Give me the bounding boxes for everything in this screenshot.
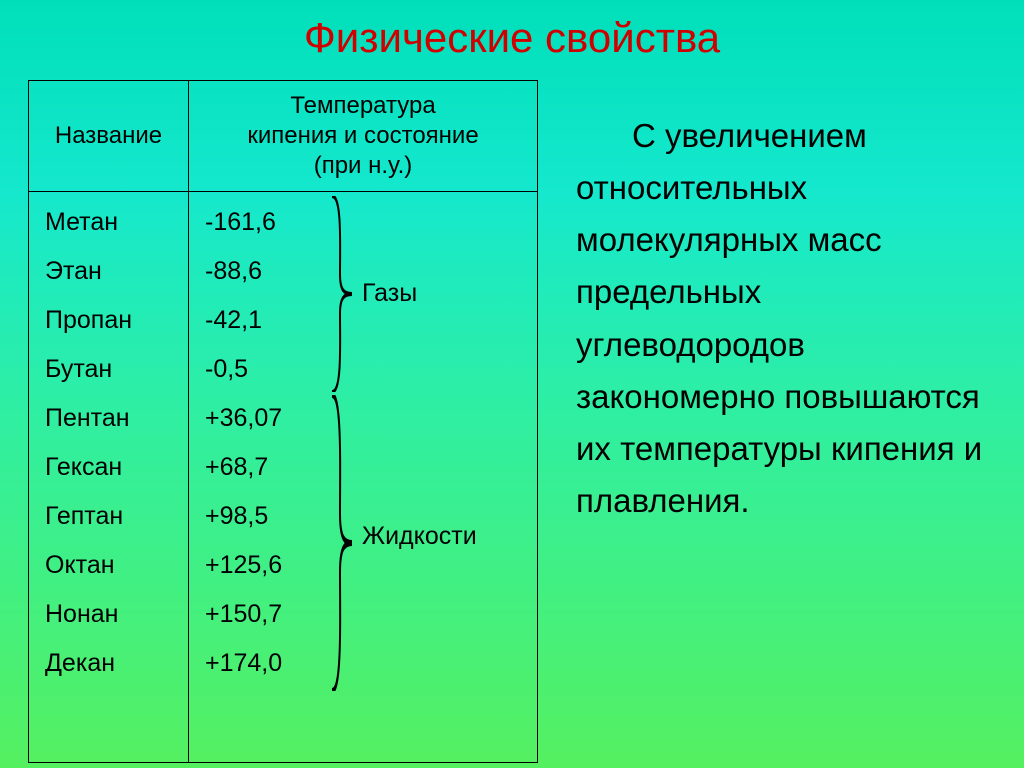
table-row-temp: +125,6 <box>205 553 527 578</box>
table-row-name: Декан <box>45 651 178 676</box>
table-row-temp: +174,0 <box>205 651 527 676</box>
column-header-name: Название <box>29 81 189 191</box>
table-body: Метан Этан Пропан Бутан Пентан Гексан Гептан Ок… <box>29 192 537 762</box>
column-header-temp-line1: Температура <box>197 91 529 121</box>
table-row-temp: +36,07 <box>205 406 527 431</box>
column-names: Метан Этан Пропан Бутан Пентан Гексан Гептан Ок… <box>29 192 189 762</box>
table-row-temp: +68,7 <box>205 455 527 480</box>
table-row-temp: -0,5 <box>205 357 527 382</box>
body-paragraph-text: С увеличением относительных молекулярных… <box>576 117 982 519</box>
table-row-name: Октан <box>45 553 178 578</box>
properties-table: Название Температура кипения и состояние… <box>28 80 538 763</box>
table-row-name: Метан <box>45 210 178 235</box>
brace-gases <box>330 196 354 392</box>
brace-gases-label: Газы <box>362 279 417 308</box>
table-row-name: Пропан <box>45 308 178 333</box>
brace-liquids-label: Жидкости <box>362 522 477 551</box>
table-row-temp: -161,6 <box>205 210 527 235</box>
column-header-temp-line2: кипения и состояние <box>197 121 529 151</box>
table-row-name: Пентан <box>45 406 178 431</box>
column-temps: -161,6-88,6-42,1-0,5+36,07+68,7+98,5+125… <box>189 192 537 762</box>
slide-title: Физические свойства <box>0 14 1024 62</box>
table-row-name: Нонан <box>45 602 178 627</box>
table-header-row: Название Температура кипения и состояние… <box>29 81 537 192</box>
column-header-temp: Температура кипения и состояние (при н.у… <box>189 81 537 191</box>
table-row-name: Бутан <box>45 357 178 382</box>
brace-liquids <box>330 395 354 691</box>
column-header-temp-line3: (при н.у.) <box>197 151 529 181</box>
table-row-name: Гексан <box>45 455 178 480</box>
body-paragraph: С увеличением относительных молекулярных… <box>576 110 996 527</box>
table-row-temp: -42,1 <box>205 308 527 333</box>
table-row-name: Этан <box>45 259 178 284</box>
table-row-temp: +150,7 <box>205 602 527 627</box>
table-row-name: Гептан <box>45 504 178 529</box>
